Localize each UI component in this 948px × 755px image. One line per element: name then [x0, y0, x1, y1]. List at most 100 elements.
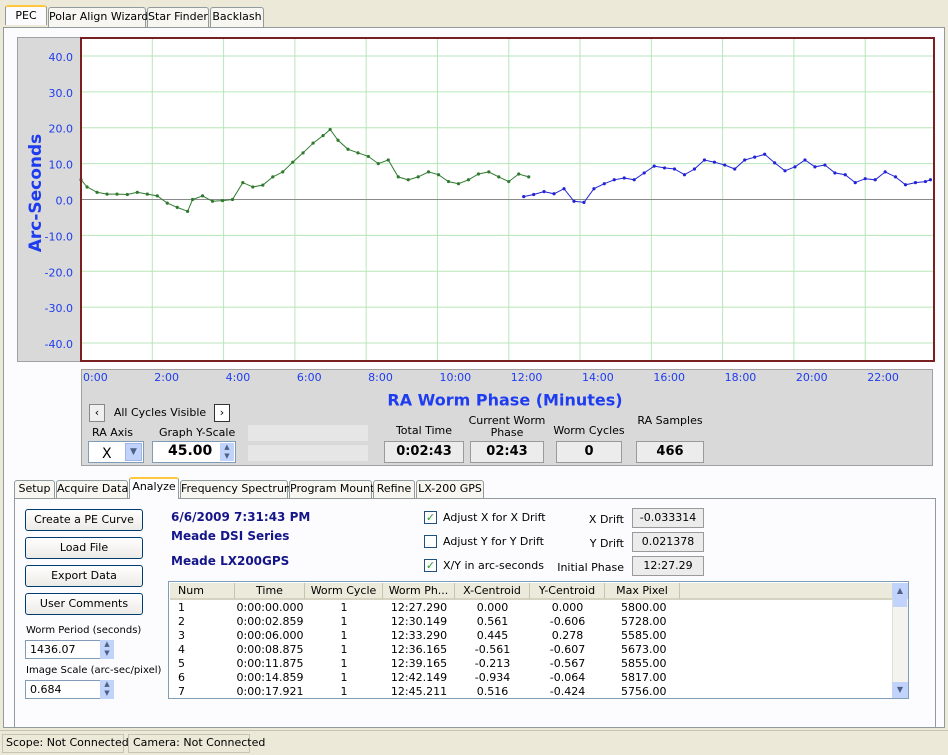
button[interactable]: Export Data [25, 565, 143, 587]
y-tick-label: -30.0 [45, 302, 73, 315]
scrollbar[interactable] [892, 583, 908, 698]
data-point [406, 178, 410, 182]
column-header: Worm Cycle [305, 583, 383, 600]
data-point [612, 178, 616, 182]
table-cell: 5817.00 [621, 671, 667, 684]
table-cell: 0:00:02.859 [236, 615, 304, 628]
nav-prev-button[interactable]: ‹ [89, 404, 105, 422]
tab[interactable]: Program Mount [289, 480, 374, 498]
stat-caption: Total Time [395, 424, 453, 437]
button[interactable]: Load File [25, 537, 143, 559]
table-cell: 1 [340, 615, 348, 628]
y-scale-value: 45.00 [168, 443, 213, 459]
x-tick-label: 18:00 [725, 371, 757, 384]
tab[interactable]: Polar Align Wizard [48, 7, 148, 27]
tab[interactable]: Backlash [210, 7, 264, 27]
button[interactable]: User Comments [25, 593, 143, 615]
data-point [903, 183, 908, 187]
data-point [220, 198, 225, 203]
nav-next-button[interactable]: › [214, 404, 230, 422]
checkbox[interactable]: ✓ [424, 559, 437, 572]
scroll-up[interactable]: ▲ [892, 583, 908, 599]
scroll-thumb[interactable] [893, 599, 907, 607]
worm-period-field[interactable]: 1436.07 [25, 640, 101, 659]
table-cell: -0.607 [549, 643, 586, 656]
stat-value: 466 [636, 441, 704, 463]
checkbox[interactable]: ✓ [424, 511, 437, 524]
data-point [602, 182, 606, 186]
column-header: Max Pixel [605, 583, 680, 600]
table-cell: 0.000 [551, 601, 584, 614]
tab[interactable]: Acquire Data [56, 480, 128, 498]
data-point [763, 152, 767, 156]
y-tick-label: 0.0 [56, 195, 74, 208]
combo-arrow[interactable]: ▼ [125, 443, 142, 461]
data-point [281, 170, 285, 174]
tab[interactable]: PEC [5, 5, 47, 25]
scroll-down[interactable]: ▼ [892, 682, 908, 698]
x-tick-label: 10:00 [439, 371, 471, 384]
table-cell: 3 [178, 629, 185, 642]
data-point [833, 171, 837, 175]
table-cell: 0.516 [476, 685, 509, 698]
stat-value: 02:43 [470, 441, 544, 463]
data-point [723, 163, 727, 167]
column-header: Time [235, 583, 305, 600]
data-point [135, 190, 139, 194]
tab[interactable]: Setup [14, 480, 55, 498]
table-cell: 1 [340, 629, 348, 642]
tab[interactable]: Refine [373, 480, 415, 498]
data-point [873, 178, 877, 182]
y-tick-label: 30.0 [49, 87, 74, 100]
x-tick-label: 20:00 [796, 371, 828, 384]
table-cell: 0:00:08.875 [236, 643, 304, 656]
tab[interactable]: Analyze [129, 477, 179, 499]
data-point [185, 209, 190, 213]
tab[interactable]: Frequency Spectrum [180, 480, 295, 498]
table-cell: 5673.00 [621, 643, 667, 656]
spin-buttons[interactable]: ▲ ▼ [100, 680, 114, 699]
placeholder-bar [248, 425, 368, 441]
x-tick-label: 2:00 [154, 371, 179, 384]
y-scale-field[interactable] [152, 441, 236, 463]
table-cell: -0.561 [474, 643, 511, 656]
data-point [773, 161, 777, 165]
data-point [261, 183, 265, 187]
data-point [251, 185, 255, 189]
tab[interactable]: Star Finder [147, 7, 209, 27]
data-point [336, 138, 340, 142]
x-tick-label: 22:00 [867, 371, 899, 384]
table-cell: 5855.00 [621, 657, 667, 670]
button[interactable]: Create a PE Curve [25, 509, 143, 531]
stat-value: 0 [556, 441, 622, 463]
tab[interactable]: LX-200 GPS [416, 480, 484, 498]
drift-value: 0.021378 [632, 532, 704, 552]
data-point [426, 170, 431, 174]
data-point [487, 170, 491, 174]
image-scale-label: Image Scale (arc-sec/pixel) [26, 665, 162, 676]
data-point [356, 151, 360, 155]
column-header [680, 583, 892, 600]
checkbox[interactable] [424, 535, 437, 548]
table-cell: 2 [178, 615, 185, 628]
x-tick-label: 4:00 [226, 371, 251, 384]
column-header: X-Centroid [455, 583, 530, 600]
x-tick-label: 16:00 [653, 371, 685, 384]
info-text: 6/6/2009 7:31:43 PM [171, 510, 311, 524]
data-point [863, 177, 867, 181]
image-scale-field[interactable]: 0.684 [25, 680, 101, 699]
table-cell: 0:00:17.921 [236, 685, 304, 698]
spin-buttons[interactable]: ▲ ▼ [220, 443, 234, 461]
spin-buttons[interactable]: ▲ ▼ [100, 640, 114, 659]
data-point [386, 158, 390, 162]
y-tick-label: 20.0 [49, 123, 74, 136]
data-point [155, 194, 159, 198]
ra-axis-value: X [102, 446, 112, 462]
table-cell: 1 [178, 601, 185, 614]
drift-value: 12:27.29 [632, 556, 704, 576]
plot-border [80, 37, 935, 362]
data-point [436, 173, 441, 177]
data-point [366, 154, 370, 159]
data-point [803, 158, 807, 162]
series-trace [523, 153, 931, 203]
